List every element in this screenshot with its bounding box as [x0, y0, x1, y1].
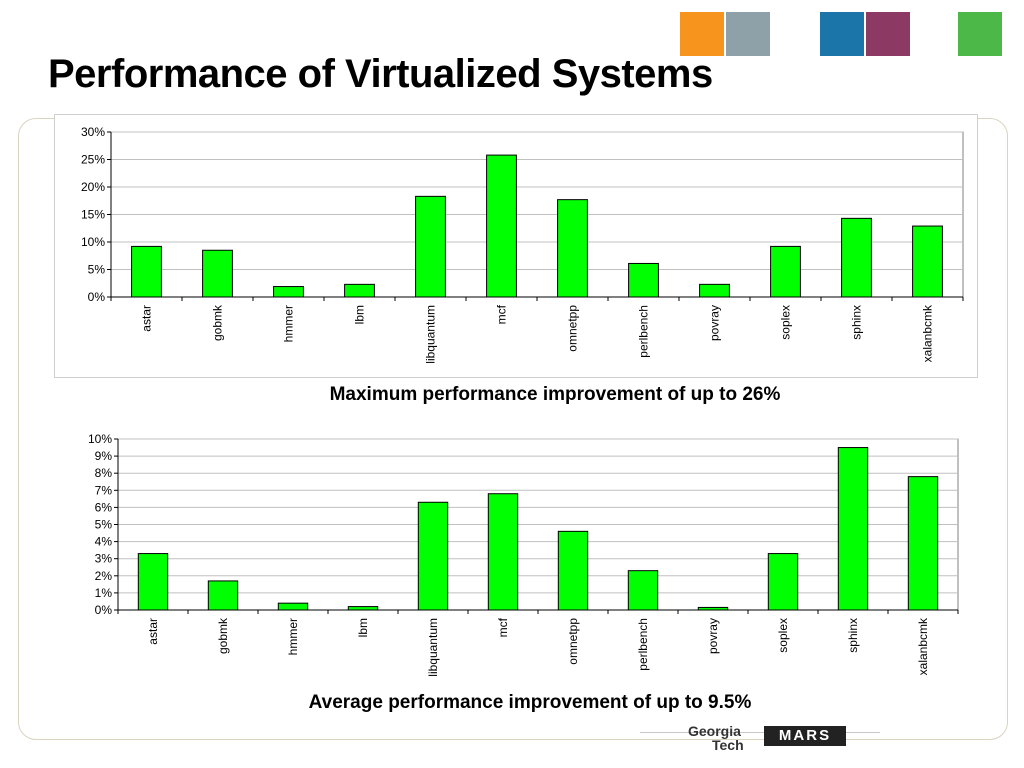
- x-tick-label-soplex: soplex: [776, 618, 790, 653]
- logo-line1: Georgia: [688, 723, 741, 739]
- x-tick-label-hmmer: hmmer: [282, 305, 296, 342]
- y-tick-label: 10%: [88, 432, 112, 446]
- y-tick-label: 3%: [95, 552, 113, 566]
- bar-omnetpp: [557, 530, 589, 611]
- bar-mcf: [487, 493, 519, 611]
- x-tick-label-lbm: lbm: [356, 618, 370, 637]
- x-tick-label-libquantum: libquantum: [424, 305, 438, 364]
- x-tick-label-omnetpp: omnetpp: [566, 305, 580, 352]
- max-improvement-chart-svg: 0% 5% 10% 15% 20% 25% 30% astar gobmk hmmer lbm lib…: [81, 125, 964, 364]
- y-tick-label: 0%: [95, 603, 113, 617]
- x-tick-label-mcf: mcf: [496, 617, 510, 637]
- bar-soplex: [767, 553, 799, 611]
- y-tick-label: 30%: [81, 125, 105, 139]
- x-tick-label-libquantum: libquantum: [426, 618, 440, 677]
- x-tick-label-mcf: mcf: [495, 304, 509, 324]
- bar-libquantum: [415, 195, 446, 298]
- y-tick-label: 15%: [81, 208, 105, 222]
- logo-line2: Tech: [712, 737, 744, 753]
- bar-xalanbcmk: [907, 476, 939, 611]
- x-tick-label-sphinx: sphinx: [850, 305, 864, 340]
- slide-title: Performance of Virtualized Systems: [48, 52, 713, 96]
- bar-gobmk: [202, 249, 233, 298]
- georgia-tech-logo: Georgia Tech MARS: [640, 718, 890, 758]
- bar-gobmk: [207, 580, 239, 611]
- y-tick-label: 6%: [95, 500, 113, 514]
- bar-povray: [697, 606, 729, 611]
- x-tick-label-povray: povray: [706, 618, 720, 654]
- x-tick-label-xalanbcmk: xalanbcmk: [921, 304, 935, 362]
- y-tick-label: 7%: [95, 483, 113, 497]
- bar-perlbench: [627, 570, 659, 611]
- green-tile: [958, 12, 1002, 56]
- avg-improvement-chart: 0% 1% 2% 3% 4% 5% 6% 7% 8% 9% 10% astar gobmk hmmer lb…: [70, 428, 968, 690]
- x-tick-label-lbm: lbm: [353, 305, 367, 324]
- y-tick-label: 5%: [95, 518, 113, 532]
- max-improvement-caption: Maximum performance improvement of up to…: [329, 384, 781, 405]
- x-tick-label-perlbench: perlbench: [636, 618, 650, 671]
- x-tick-label-perlbench: perlbench: [637, 305, 651, 358]
- bar-mcf: [486, 154, 517, 298]
- bar-lbm: [347, 606, 379, 611]
- mars-logo: MARS: [764, 726, 846, 746]
- bar-perlbench: [628, 262, 659, 298]
- bar-astar: [131, 245, 162, 298]
- bar-hmmer: [273, 286, 304, 298]
- header-image-strip: [0, 12, 1024, 58]
- bar-hmmer: [277, 602, 309, 611]
- x-tick-label-astar: astar: [140, 305, 154, 332]
- x-tick-label-gobmk: gobmk: [216, 617, 230, 654]
- orange-tile: [680, 12, 724, 56]
- y-tick-label: 25%: [81, 153, 105, 167]
- y-tick-label: 0%: [88, 290, 106, 304]
- x-tick-label-astar: astar: [146, 618, 160, 645]
- y-tick-label: 2%: [95, 569, 113, 583]
- avg-improvement-chart-svg: 0% 1% 2% 3% 4% 5% 6% 7% 8% 9% 10% astar gobmk hmmer lb…: [88, 432, 959, 677]
- x-tick-label-hmmer: hmmer: [286, 618, 300, 655]
- y-tick-label: 20%: [81, 180, 105, 194]
- x-tick-label-soplex: soplex: [779, 305, 793, 340]
- y-tick-label: 10%: [81, 235, 105, 249]
- bar-astar: [137, 553, 169, 611]
- max-improvement-chart: 0% 5% 10% 15% 20% 25% 30% astar gobmk hmmer lbm lib…: [54, 114, 978, 378]
- y-tick-label: 8%: [95, 466, 113, 480]
- x-tick-label-omnetpp: omnetpp: [566, 618, 580, 665]
- bar-libquantum: [417, 501, 449, 611]
- bar-xalanbcmk: [912, 225, 943, 298]
- x-tick-label-sphinx: sphinx: [846, 618, 860, 653]
- y-tick-label: 1%: [95, 586, 113, 600]
- y-tick-label: 5%: [88, 263, 106, 277]
- bar-sphinx: [837, 447, 869, 611]
- y-tick-label: 4%: [95, 535, 113, 549]
- chip-tile: [866, 12, 910, 56]
- blue-tile: [820, 12, 864, 56]
- x-tick-label-gobmk: gobmk: [211, 304, 225, 341]
- y-tick-label: 9%: [95, 449, 113, 463]
- bar-sphinx: [841, 217, 872, 298]
- bar-lbm: [344, 283, 375, 298]
- bar-omnetpp: [557, 199, 588, 298]
- photo-tile: [726, 12, 770, 56]
- x-tick-label-povray: povray: [708, 305, 722, 341]
- avg-improvement-caption: Average performance improvement of up to…: [308, 692, 752, 713]
- x-tick-label-xalanbcmk: xalanbcmk: [916, 617, 930, 675]
- bar-povray: [699, 283, 730, 298]
- bar-soplex: [770, 245, 801, 298]
